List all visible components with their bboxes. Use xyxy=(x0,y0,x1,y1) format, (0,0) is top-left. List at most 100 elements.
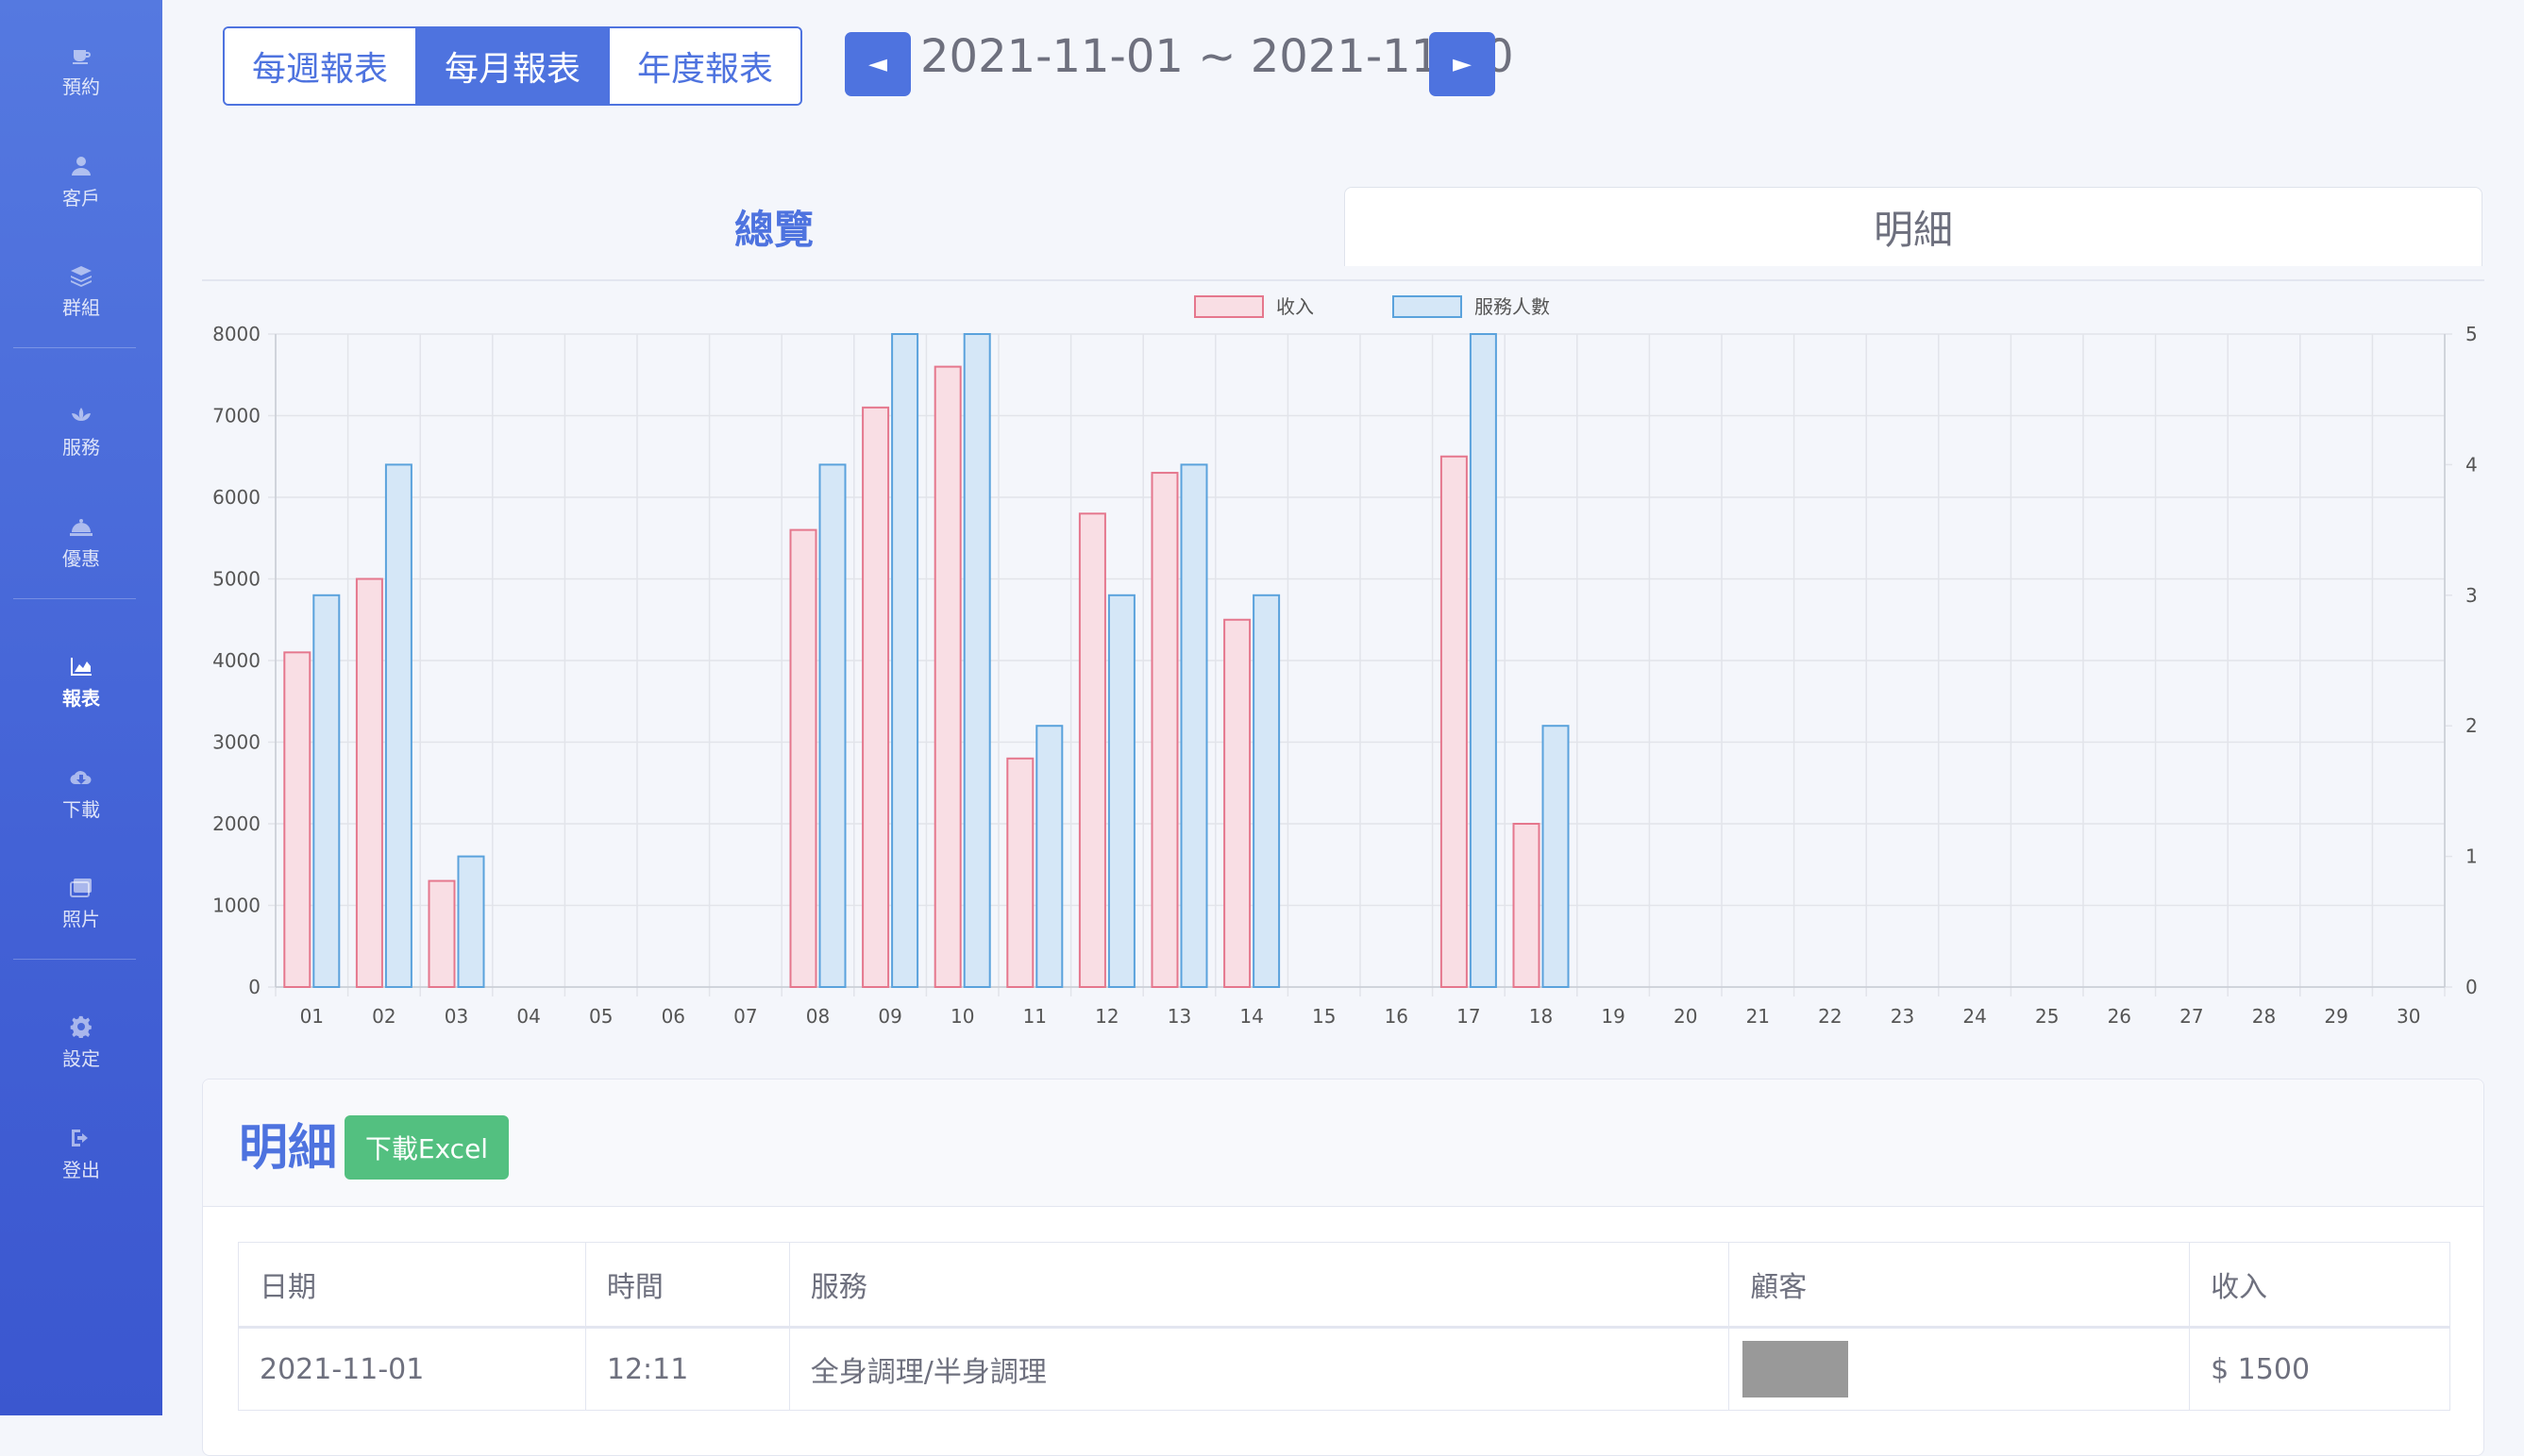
bar-income xyxy=(1512,823,1540,988)
y-left-tick-label: 2000 xyxy=(212,812,261,835)
caret-right-icon: ► xyxy=(1453,50,1472,78)
detail-card: 明細 下載Excel 日期 時間 服務 顧客 收入 2021-11-01 12:… xyxy=(202,1079,2484,1456)
x-tick-label: 24 xyxy=(1962,1005,1986,1028)
x-tick-label: 08 xyxy=(806,1005,830,1028)
x-tick-label: 28 xyxy=(2252,1005,2276,1028)
bar-service-count xyxy=(384,463,412,988)
redacted-customer xyxy=(1742,1341,1849,1397)
y-left-tick-label: 7000 xyxy=(212,405,261,427)
bar-income xyxy=(862,406,890,989)
legend-swatch-service-count xyxy=(1392,295,1462,318)
x-tick-label: 09 xyxy=(878,1005,901,1028)
bar-income xyxy=(1223,618,1252,988)
x-tick-label: 27 xyxy=(2179,1005,2203,1028)
next-period-button[interactable]: ► xyxy=(1429,32,1495,96)
monthly-report-button[interactable]: 每月報表 xyxy=(417,28,610,104)
bar-service-count xyxy=(457,855,485,988)
bar-income xyxy=(283,651,311,988)
y-left-tick-label: 4000 xyxy=(212,649,261,672)
bar-income xyxy=(355,577,383,988)
cloche-icon xyxy=(69,515,93,538)
sidebar-item-offers[interactable]: 優惠 xyxy=(0,515,162,571)
x-tick-label: 25 xyxy=(2035,1005,2059,1028)
x-tick-label: 18 xyxy=(1529,1005,1553,1028)
bar-income xyxy=(789,528,817,988)
coffee-icon xyxy=(69,43,93,66)
report-chart: 0 1000 2000 3000 4000 5000 6000 7000 8000 0 1 2 3 4 5 0… xyxy=(189,283,2492,1038)
y-right-tick-label: 3 xyxy=(2465,584,2478,607)
sidebar-item-settings[interactable]: 設定 xyxy=(0,1015,162,1071)
x-tick-label: 02 xyxy=(372,1005,395,1028)
detail-title: 明細 xyxy=(239,1120,338,1177)
x-tick-label: 16 xyxy=(1385,1005,1408,1028)
bar-service-count xyxy=(1541,725,1570,988)
sidebar-item-download[interactable]: 下載 xyxy=(0,766,162,822)
detail-card-header: 明細 下載Excel xyxy=(203,1079,2483,1207)
detail-table: 日期 時間 服務 顧客 收入 2021-11-01 12:11 全身調理/半身調… xyxy=(238,1242,2450,1411)
cell-customer xyxy=(1728,1327,2191,1411)
sidebar-item-booking[interactable]: 預約 xyxy=(0,43,162,99)
user-icon xyxy=(69,155,93,177)
x-tick-label: 05 xyxy=(589,1005,613,1028)
y-left-tick-label: 8000 xyxy=(212,323,261,345)
prev-period-button[interactable]: ◄ xyxy=(845,32,911,96)
bar-income xyxy=(1078,512,1106,989)
x-tick-label: 10 xyxy=(951,1005,974,1028)
column-header-income[interactable]: 收入 xyxy=(2189,1242,2450,1329)
legend-label-income: 收入 xyxy=(1276,295,1314,318)
table-header-row: 日期 時間 服務 顧客 收入 xyxy=(238,1242,2450,1329)
y-left-tick-label: 6000 xyxy=(212,486,261,509)
x-tick-label: 19 xyxy=(1601,1005,1624,1028)
yearly-report-button[interactable]: 年度報表 xyxy=(610,28,800,104)
y-left-tick-label: 3000 xyxy=(212,731,261,754)
gear-icon xyxy=(69,1015,93,1039)
sign-out-icon xyxy=(69,1127,93,1149)
sidebar-item-services[interactable]: 服務 xyxy=(0,404,162,460)
y-right-tick-label: 1 xyxy=(2465,845,2478,868)
column-header-service[interactable]: 服務 xyxy=(788,1242,1730,1329)
bar-service-count xyxy=(891,333,919,988)
column-header-customer[interactable]: 顧客 xyxy=(1728,1242,2191,1329)
weekly-report-button[interactable]: 每週報表 xyxy=(225,28,417,104)
x-tick-label: 20 xyxy=(1674,1005,1697,1028)
x-tick-label: 23 xyxy=(1891,1005,1914,1028)
table-row[interactable]: 2021-11-01 12:11 全身調理/半身調理 $ 1500 xyxy=(238,1327,2450,1411)
x-tick-label: 29 xyxy=(2324,1005,2347,1028)
x-tick-label: 15 xyxy=(1312,1005,1336,1028)
sidebar-item-reports[interactable]: 報表 xyxy=(0,655,162,711)
tab-divider xyxy=(202,279,2484,281)
x-tick-label: 01 xyxy=(300,1005,324,1028)
tab-detail[interactable]: 明細 xyxy=(1344,187,2482,266)
layers-icon xyxy=(69,264,93,287)
column-header-time[interactable]: 時間 xyxy=(584,1242,790,1329)
sidebar-item-logout[interactable]: 登出 xyxy=(0,1127,162,1182)
y-left-tick-label: 0 xyxy=(248,976,261,998)
x-tick-label: 04 xyxy=(516,1005,540,1028)
cell-service: 全身調理/半身調理 xyxy=(788,1327,1730,1411)
y-right-tick-label: 5 xyxy=(2465,323,2478,345)
x-tick-label: 12 xyxy=(1095,1005,1119,1028)
period-selector: 每週報表 每月報表 年度報表 xyxy=(223,26,802,106)
x-tick-label: 22 xyxy=(1818,1005,1842,1028)
chart-canvas: 0100020003000400050006000700080000123450… xyxy=(212,295,2478,1028)
y-right-tick-label: 0 xyxy=(2465,976,2478,998)
x-tick-label: 17 xyxy=(1456,1005,1480,1028)
sidebar-item-groups[interactable]: 群組 xyxy=(0,264,162,320)
bar-service-count xyxy=(1035,725,1064,988)
download-excel-button[interactable]: 下載Excel xyxy=(345,1115,509,1180)
sidebar-divider xyxy=(13,598,136,599)
sidebar-item-photos[interactable]: 照片 xyxy=(0,876,162,931)
sidebar-item-customers[interactable]: 客戶 xyxy=(0,155,162,210)
x-tick-label: 13 xyxy=(1168,1005,1191,1028)
legend-swatch-income xyxy=(1194,295,1264,318)
cloud-download-icon xyxy=(69,766,93,789)
bar-service-count xyxy=(1180,463,1208,988)
x-tick-label: 07 xyxy=(733,1005,757,1028)
x-tick-label: 30 xyxy=(2397,1005,2420,1028)
column-header-date[interactable]: 日期 xyxy=(238,1242,586,1329)
tab-overview[interactable]: 總覽 xyxy=(733,206,814,253)
y-right-tick-label: 2 xyxy=(2465,714,2478,737)
date-range: 2021-11-01 ~ 2021-11-30 xyxy=(920,30,1514,83)
bar-income xyxy=(1439,455,1468,988)
y-right-tick-label: 4 xyxy=(2465,453,2478,476)
